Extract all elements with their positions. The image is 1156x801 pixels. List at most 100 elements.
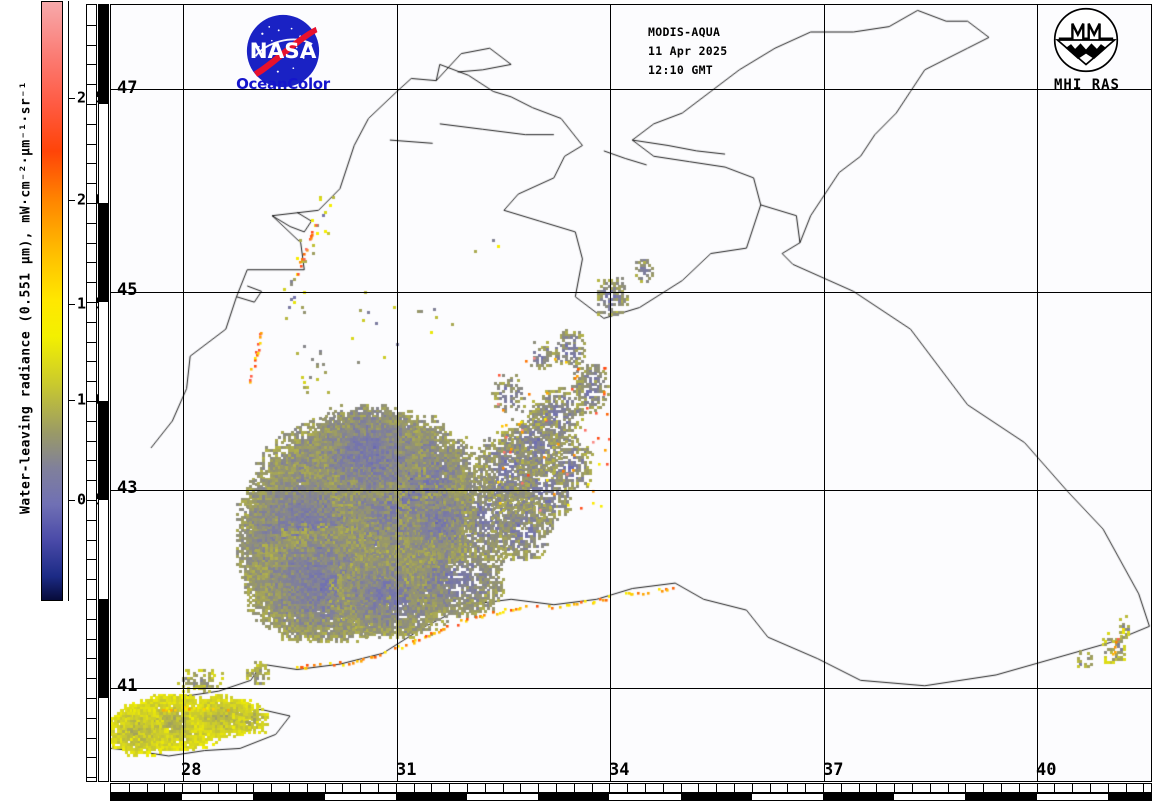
axis-rule-divider	[87, 460, 96, 462]
axis-rule-divider	[662, 784, 664, 792]
axis-rule-segment	[99, 698, 108, 781]
acquisition-time: 12:10 GMT	[648, 62, 714, 77]
longitude-tick-label: 28	[181, 760, 202, 780]
axis-rule-segment	[965, 794, 1037, 800]
axis-rule-divider	[146, 784, 148, 792]
axis-rule-divider	[182, 784, 184, 792]
axis-rule-divider	[87, 341, 96, 343]
meridian-line	[824, 5, 825, 781]
axis-rule-divider	[716, 784, 718, 792]
meridian-line	[1037, 5, 1038, 781]
axis-rule-divider	[1036, 784, 1038, 792]
colorbar-axis-line	[68, 1, 69, 601]
axis-rule-divider	[128, 784, 130, 792]
axis-rule-divider	[556, 784, 557, 792]
axis-rule-divider	[378, 784, 379, 792]
axis-rule-divider	[1107, 784, 1109, 792]
axis-rule-segment	[182, 794, 253, 800]
mhi-ras-logo	[1053, 7, 1119, 73]
axis-rule-divider	[87, 500, 96, 501]
axis-rule-divider	[324, 784, 326, 792]
axis-rule-divider	[734, 784, 735, 792]
axis-rule-divider	[1018, 784, 1020, 792]
acquisition-date: 11 Apr 2025	[648, 43, 728, 58]
longitude-tick-label: 31	[396, 760, 417, 780]
axis-rule-divider	[235, 784, 237, 792]
axis-rule-divider	[876, 784, 878, 792]
axis-rule-divider	[87, 242, 96, 244]
mhi-ras-caption: MHI RAS	[1053, 77, 1120, 93]
axis-rule-segment	[99, 500, 108, 599]
axis-rule-divider	[413, 784, 415, 792]
axis-rule-segment	[538, 794, 610, 800]
axis-rule-divider	[520, 784, 522, 792]
radiance-raster	[111, 5, 1151, 781]
axis-rule-segment	[99, 104, 108, 203]
axis-rule-divider	[289, 784, 290, 792]
axis-rule-divider	[87, 44, 96, 46]
axis-rule-divider	[823, 784, 824, 792]
axis-rule-divider	[1072, 784, 1074, 792]
axis-rule-divider	[87, 302, 96, 303]
axis-rule-segment	[99, 401, 108, 500]
axis-rule-divider	[1054, 784, 1056, 792]
colorbar-tick	[68, 500, 75, 501]
axis-rule-divider	[751, 784, 753, 792]
axis-rule-divider	[947, 784, 949, 792]
axis-rule-divider	[858, 784, 860, 792]
axis-rule-divider	[87, 717, 96, 719]
axis-rule-divider	[769, 784, 771, 792]
axis-rule-divider	[538, 784, 540, 792]
axis-rule-divider	[87, 104, 96, 105]
colorbar-tick	[68, 98, 75, 99]
axis-rule-divider	[87, 579, 96, 581]
parallel-line	[111, 688, 1151, 689]
meridian-line	[397, 5, 398, 781]
axis-rule-left-major	[98, 4, 109, 782]
axis-rule-divider	[87, 618, 96, 620]
axis-rule-divider	[87, 559, 96, 561]
axis-rule-segment	[1107, 794, 1151, 800]
axis-rule-divider	[87, 777, 96, 779]
axis-rule-segment	[99, 5, 108, 104]
axis-rule-divider	[912, 784, 913, 792]
axis-rule-divider	[87, 183, 96, 185]
axis-rule-divider	[805, 784, 807, 792]
axis-rule-divider	[87, 678, 96, 680]
axis-rule-divider	[87, 381, 96, 383]
map-frame[interactable]	[110, 4, 1152, 782]
axis-rule-divider	[87, 262, 96, 264]
axis-rule-divider	[87, 143, 96, 145]
axis-rule-divider	[502, 784, 504, 792]
axis-rule-divider	[894, 784, 896, 792]
parallel-line	[111, 490, 1151, 491]
axis-rule-divider	[983, 784, 985, 792]
axis-rule-segment	[680, 794, 752, 800]
axis-rule-divider	[87, 599, 96, 600]
axis-rule-divider	[609, 784, 611, 792]
axis-rule-divider	[87, 480, 96, 482]
latitude-tick-label: 47	[117, 78, 138, 98]
axis-rule-divider	[645, 784, 646, 792]
axis-rule-divider	[87, 24, 96, 26]
axis-rule-divider	[680, 784, 682, 792]
axis-rule-divider	[1001, 784, 1002, 792]
axis-rule-divider	[87, 519, 96, 521]
axis-rule-divider	[217, 784, 219, 792]
axis-rule-segment	[253, 794, 325, 800]
axis-rule-divider	[1090, 784, 1091, 792]
axis-rule-segment	[467, 794, 538, 800]
axis-rule-divider	[591, 784, 593, 792]
axis-rule-divider	[87, 757, 96, 759]
axis-rule-divider	[627, 784, 629, 792]
axis-rule-divider	[573, 784, 575, 792]
nasa-wordmark: NASA	[250, 39, 317, 64]
axis-rule-divider	[200, 784, 201, 792]
axis-rule-bottom-minor	[110, 783, 1152, 793]
axis-rule-segment	[99, 599, 108, 698]
axis-rule-divider	[342, 784, 344, 792]
axis-rule-divider	[87, 321, 96, 323]
axis-rule-divider	[87, 222, 96, 224]
axis-rule-divider	[87, 658, 96, 660]
axis-rule-divider	[965, 784, 967, 792]
